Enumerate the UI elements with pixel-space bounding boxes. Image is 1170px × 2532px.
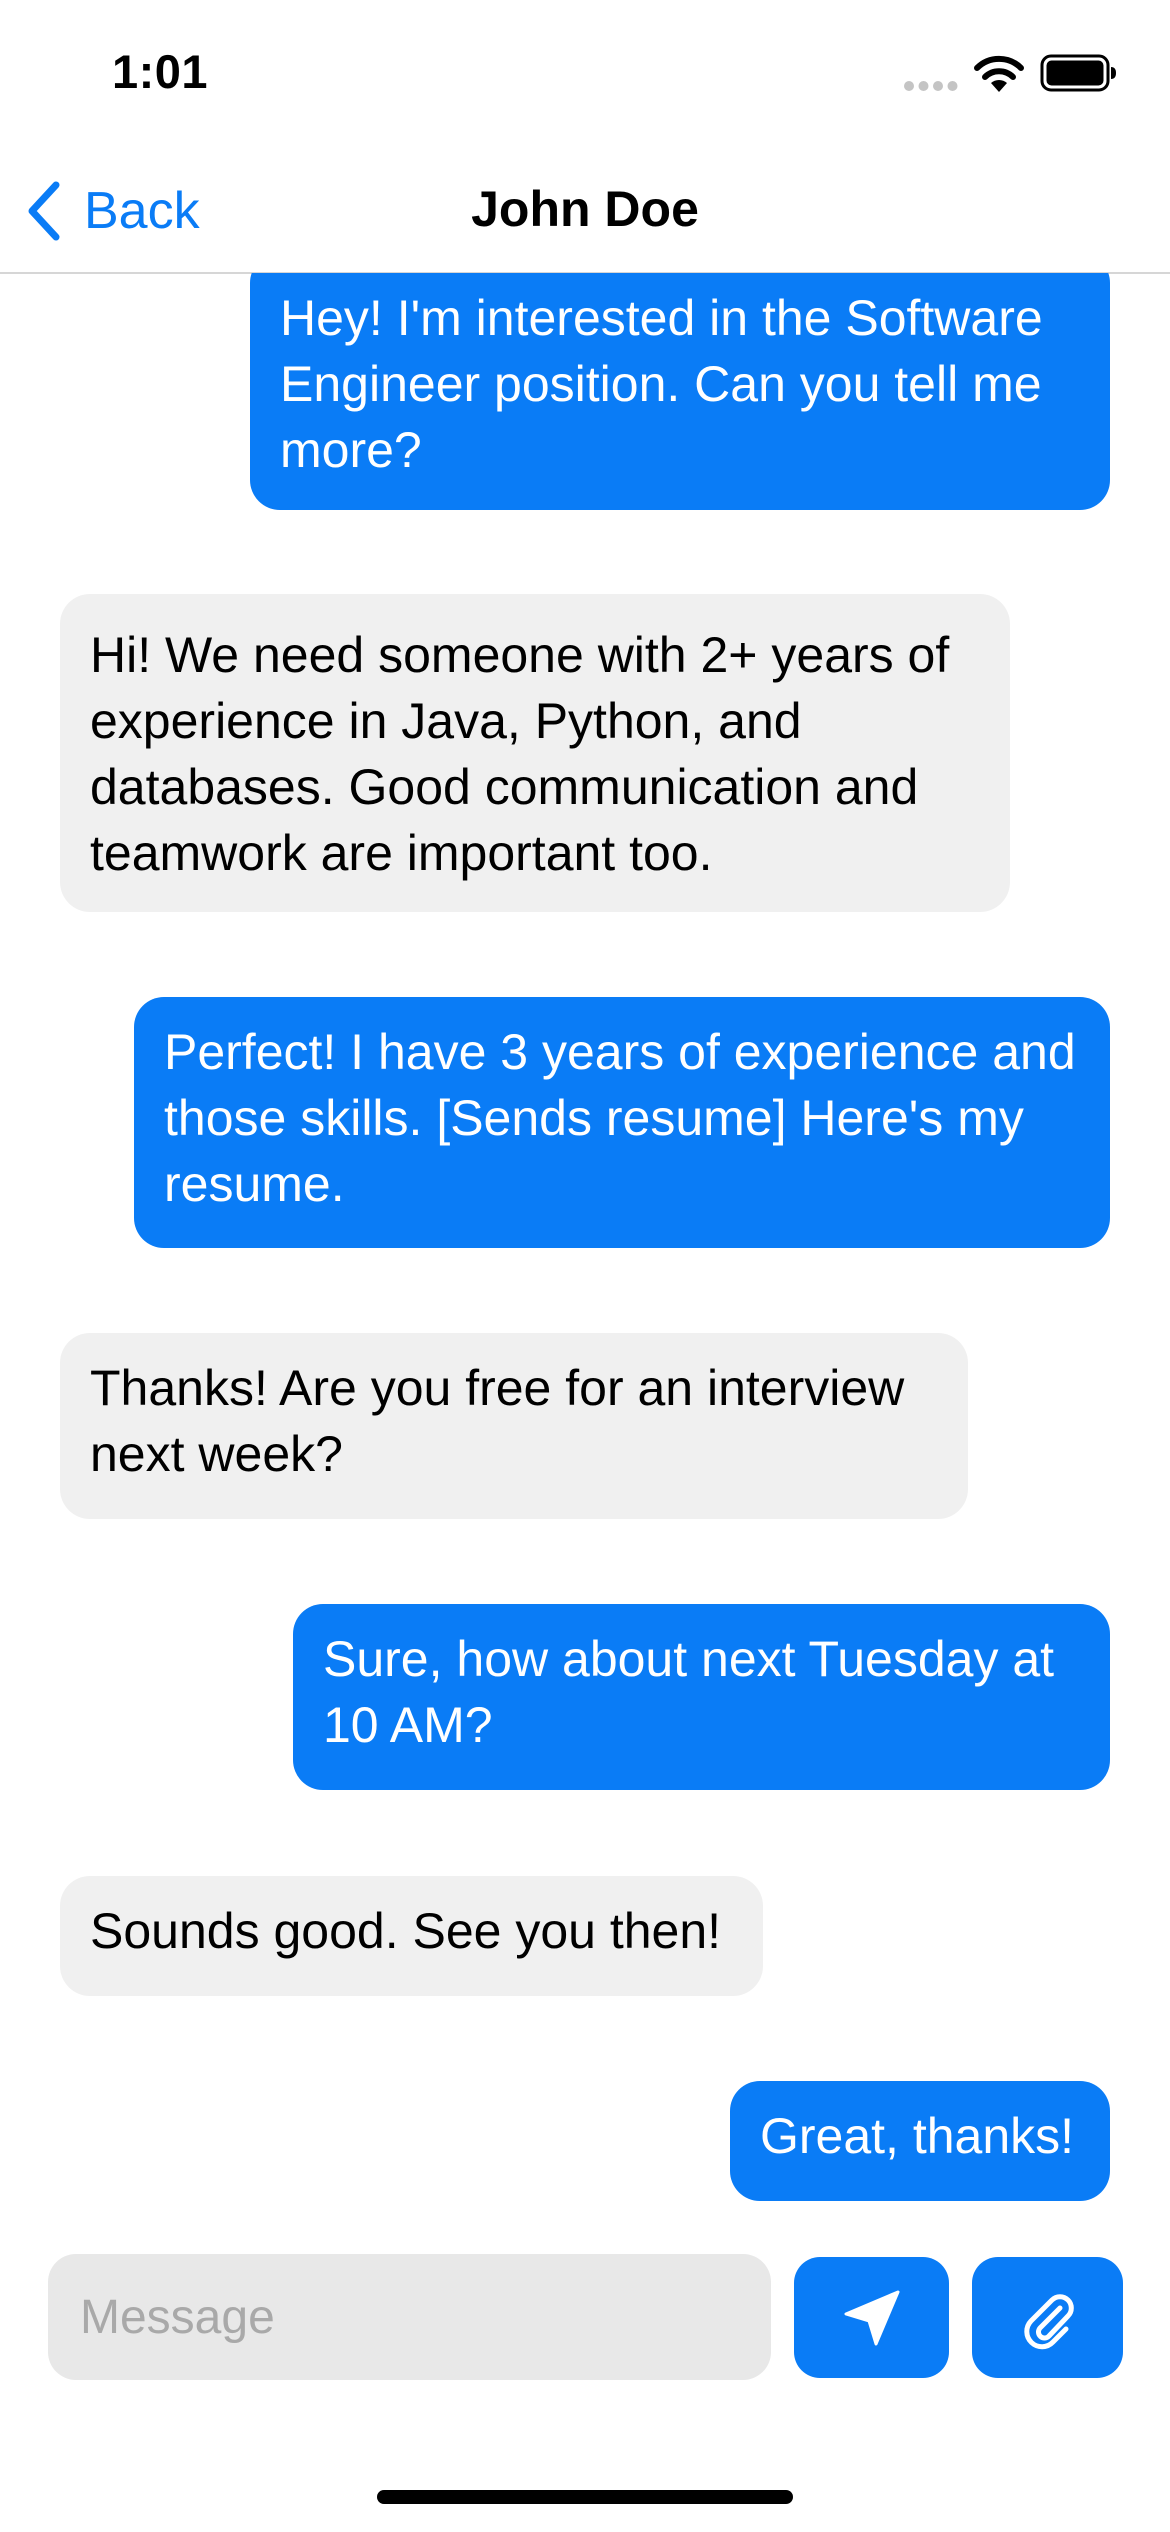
message-bubble-received: Hi! We need someone with 2+ years of exp… [60, 594, 1010, 912]
message-bubble-sent: Sure, how about next Tuesday at 10 AM? [293, 1604, 1110, 1790]
message-bubble-sent: Perfect! I have 3 years of experience an… [134, 997, 1110, 1248]
status-time: 1:01 [112, 45, 209, 98]
cellular-signal-icon [904, 81, 958, 91]
paper-plane-icon [844, 2290, 899, 2345]
back-button-label: Back [84, 182, 200, 240]
paperclip-icon [1023, 2293, 1074, 2349]
message-input[interactable] [48, 2254, 771, 2380]
message-bubble-received: Thanks! Are you free for an interview ne… [60, 1333, 968, 1519]
attach-button[interactable] [972, 2257, 1123, 2378]
message-bubble-sent: Hey! I'm interested in the Software Engi… [250, 273, 1110, 510]
chevron-left-icon [28, 181, 60, 241]
message-bubble-sent: Great, thanks! [730, 2081, 1110, 2201]
nav-bar: Back John Doe [0, 150, 1170, 274]
home-indicator [377, 2490, 793, 2504]
send-button[interactable] [794, 2257, 949, 2378]
wifi-icon [974, 55, 1024, 92]
message-thread[interactable]: Hey! I'm interested in the Software Engi… [0, 273, 1170, 2225]
battery-icon [1040, 54, 1116, 92]
message-bubble-received: Sounds good. See you then! [60, 1876, 763, 1996]
status-bar: 1:01 [0, 0, 1170, 150]
page-title: John Doe [471, 181, 699, 237]
back-button[interactable]: Back [24, 176, 200, 246]
